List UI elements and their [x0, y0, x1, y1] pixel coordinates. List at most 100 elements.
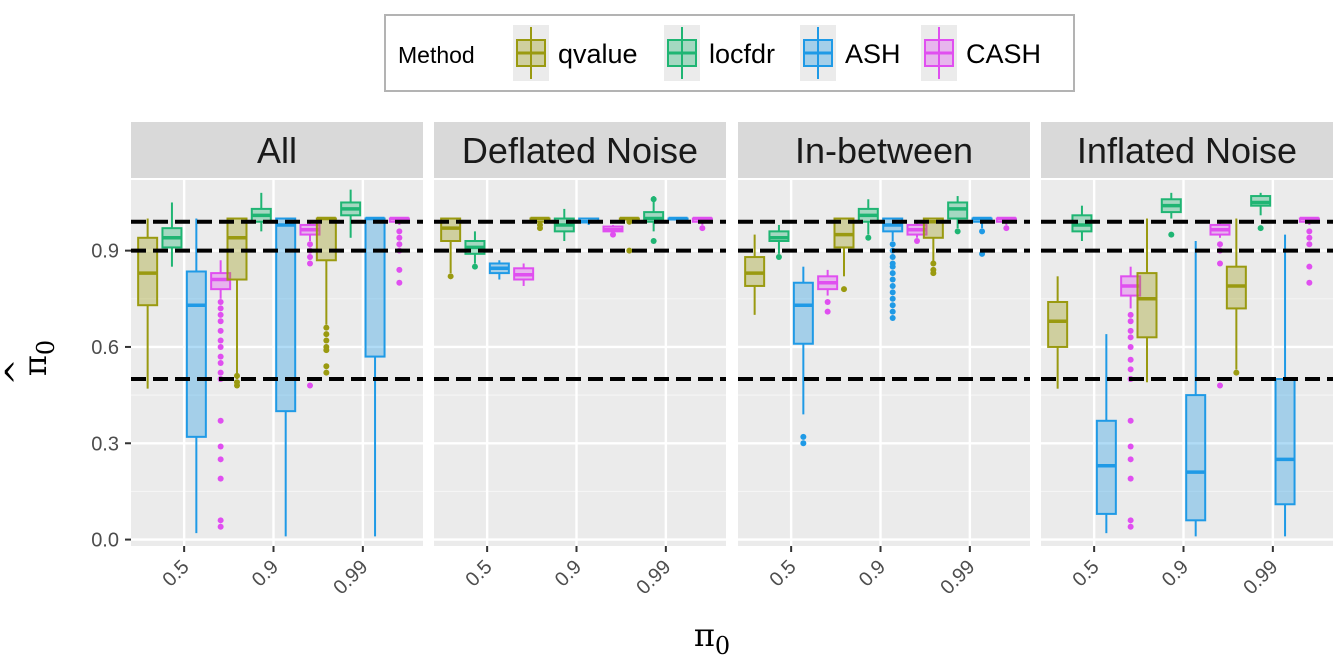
outlier-point — [217, 327, 224, 334]
outlier-point — [217, 305, 224, 312]
outlier-point — [217, 360, 224, 366]
outlier-point — [650, 238, 657, 244]
outlier-point — [626, 247, 633, 254]
outlier-point — [889, 315, 896, 322]
outlier-point — [800, 440, 807, 447]
x-tick-label: 0.99 — [329, 556, 372, 599]
outlier-point — [323, 363, 330, 370]
outlier-point — [889, 260, 896, 267]
box-locfdr-0-9 — [1160, 192, 1182, 238]
box-cash-0-5 — [817, 269, 839, 315]
y-axis-title: π0 — [16, 340, 60, 376]
outlier-point — [217, 353, 224, 360]
box-ash-0-99 — [364, 216, 386, 537]
x-tick-label: 0.9 — [248, 556, 283, 591]
box-ash-0-9 — [275, 217, 297, 537]
box-ash-0-9 — [1185, 241, 1207, 537]
outlier-point — [1127, 456, 1134, 463]
box-ash-0-5 — [488, 260, 510, 280]
outlier-point — [396, 234, 403, 241]
outlier-point — [1127, 311, 1134, 318]
outlier-point — [889, 289, 896, 296]
legend-label-cash: CASH — [966, 39, 1041, 69]
outlier-point — [1216, 382, 1223, 389]
outlier-point — [306, 254, 313, 261]
box-locfdr-0-5 — [768, 224, 790, 261]
box-body — [1047, 301, 1069, 348]
outlier-point — [1306, 234, 1313, 241]
legend-key-locfdr — [664, 25, 700, 81]
outlier-point — [889, 302, 896, 309]
box-body — [185, 270, 207, 438]
outlier-point — [1127, 356, 1134, 363]
outlier-point — [1127, 318, 1134, 325]
box-cash-0-9 — [602, 224, 624, 238]
outlier-point — [699, 225, 706, 232]
outlier-point — [233, 372, 240, 379]
outlier-point — [650, 196, 657, 203]
outlier-point — [824, 299, 831, 305]
outlier-point — [396, 266, 403, 273]
outlier-point — [1216, 260, 1223, 267]
outlier-point — [1127, 517, 1134, 524]
outlier-point — [930, 266, 937, 273]
legend-label-qvalue: qvalue — [558, 39, 638, 69]
outlier-point — [323, 337, 330, 344]
box-locfdr-0-99 — [643, 196, 665, 244]
outlier-point — [1127, 327, 1134, 334]
panel-deflated-noise: Deflated Noise — [434, 122, 726, 546]
outlier-point — [930, 260, 937, 267]
panel-inflated-noise: Inflated Noise — [1041, 122, 1333, 546]
outlier-point — [889, 295, 896, 302]
outlier-point — [217, 443, 224, 450]
box-body — [1136, 272, 1158, 339]
outlier-point — [1306, 279, 1313, 286]
outlier-point — [979, 228, 986, 235]
box-ash-0-5 — [1095, 334, 1117, 534]
box-qvalue-0-5 — [440, 217, 462, 280]
outlier-point — [889, 308, 896, 315]
outlier-point — [1127, 523, 1134, 530]
y-axis-title-hat: ^ — [0, 359, 36, 386]
box-locfdr-0-9 — [857, 199, 879, 241]
box-cash-0-5 — [1120, 266, 1142, 530]
legend: Method qvalue locfdr ASH CASH — [384, 14, 1075, 92]
box-body — [1185, 394, 1207, 522]
outlier-point — [1003, 225, 1010, 232]
x-axis-title: π0 — [694, 616, 730, 660]
outlier-point — [1216, 241, 1223, 248]
outlier-point — [1306, 228, 1313, 235]
outlier-point — [840, 286, 847, 293]
strip-in-between — [738, 122, 1030, 178]
box-qvalue-0-99 — [1225, 218, 1247, 376]
box-locfdr-0-99 — [947, 196, 969, 235]
outlier-point — [217, 337, 224, 344]
outlier-point — [217, 369, 224, 376]
outlier-point — [323, 343, 330, 350]
x-tick-label: 0.5 — [765, 556, 800, 591]
box-locfdr-0-5 — [161, 202, 183, 267]
outlier-point — [865, 234, 872, 241]
y-tick-label: 0.6 — [91, 337, 119, 359]
box-qvalue-0-5 — [744, 234, 766, 315]
outlier-point — [913, 238, 920, 244]
outlier-point — [396, 241, 403, 248]
outlier-point — [233, 379, 240, 386]
outlier-point — [306, 382, 313, 389]
outlier-point — [471, 263, 478, 270]
outlier-point — [217, 311, 224, 318]
outlier-point — [824, 308, 831, 315]
legend-label-locfdr: locfdr — [709, 39, 775, 69]
outlier-point — [1127, 366, 1134, 373]
box-qvalue-0-9 — [833, 217, 855, 293]
panel-in-between: In-between — [738, 122, 1030, 546]
x-tick-label: 0.5 — [1068, 556, 1103, 591]
outlier-point — [889, 254, 896, 261]
strip-label-in-between: In-between — [795, 130, 973, 171]
outlier-point — [1168, 231, 1175, 238]
strip-label-all: All — [257, 130, 297, 171]
outlier-point — [536, 221, 543, 228]
box-qvalue-0-5 — [137, 218, 159, 389]
outlier-point — [800, 433, 807, 440]
box-body — [364, 217, 386, 358]
